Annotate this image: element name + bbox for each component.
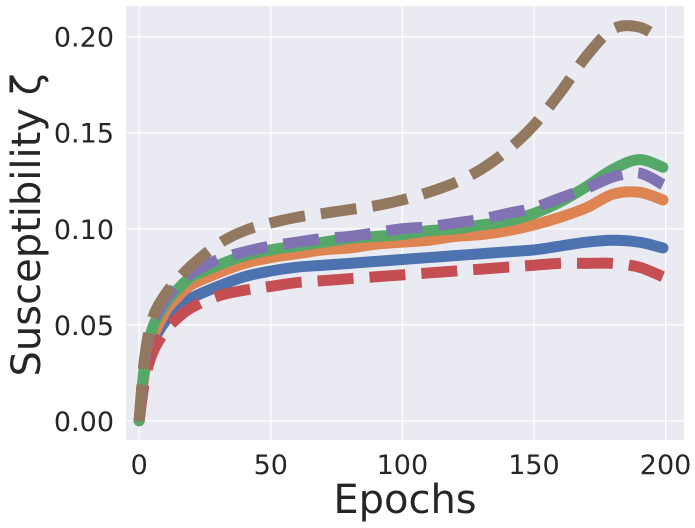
x-tick-label: 200 bbox=[640, 450, 692, 481]
x-tick-label: 150 bbox=[508, 450, 560, 481]
y-tick-label: 0.15 bbox=[54, 119, 114, 150]
x-tick-label: 0 bbox=[131, 450, 148, 481]
y-axis-label: Susceptibility ζ bbox=[4, 74, 50, 377]
y-tick-label: 0.05 bbox=[54, 311, 114, 342]
x-tick-label: 100 bbox=[377, 450, 429, 481]
series-line-brown-dashed bbox=[133, 20, 666, 422]
tick-labels: 0 50 100 150 200 0.00 0.05 0.10 0.15 0.20 bbox=[54, 23, 691, 481]
x-tick-label: 50 bbox=[254, 450, 288, 481]
series-line-blue-solid bbox=[133, 234, 669, 427]
series-line-red-dashed bbox=[133, 257, 666, 422]
y-tick-label: 0.10 bbox=[54, 215, 114, 246]
y-tick-label: 0.20 bbox=[54, 23, 114, 54]
series-line-purple-dashed bbox=[133, 167, 666, 422]
y-tick-label: 0.00 bbox=[54, 407, 114, 438]
series-group bbox=[133, 20, 669, 427]
x-axis-label: Epochs bbox=[333, 477, 476, 523]
